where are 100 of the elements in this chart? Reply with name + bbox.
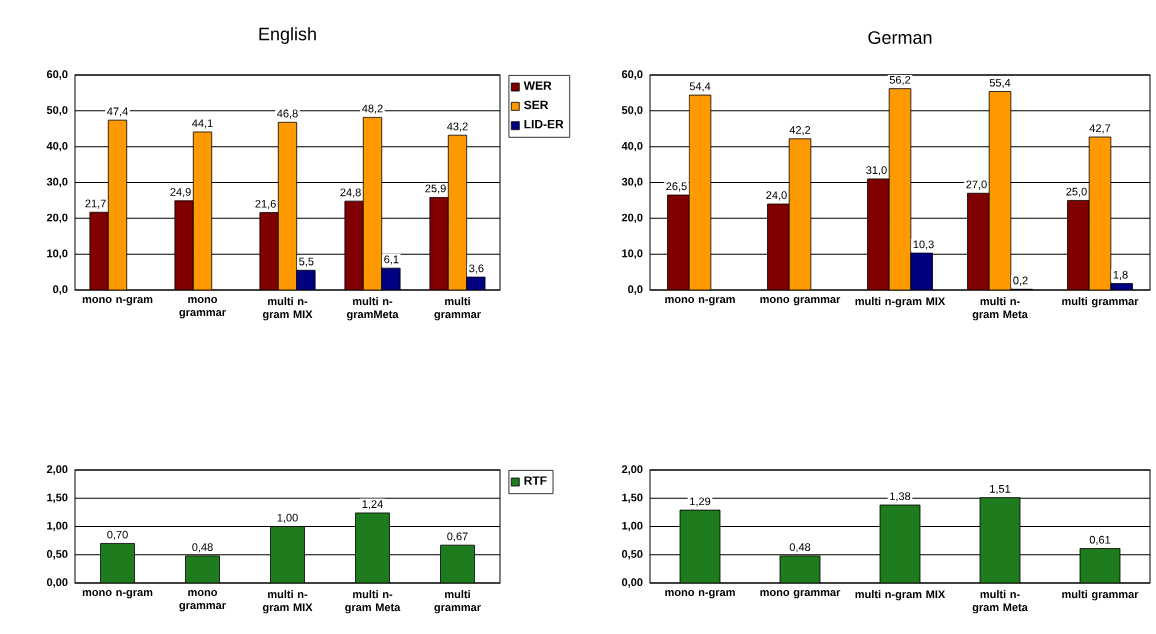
data-label: 1,24 (362, 500, 383, 510)
bar (270, 526, 305, 583)
y-tick-label: 20,0 (621, 213, 643, 224)
y-tick-label: 1,00 (47, 521, 68, 532)
legend-label: RTF (524, 476, 547, 485)
x-tick-label: multi grammar (434, 297, 481, 321)
x-tick-label: multi grammar (1062, 590, 1139, 601)
data-label: 27,0 (966, 180, 987, 190)
data-label: 6,1 (384, 255, 399, 265)
data-label: 42,7 (1089, 124, 1111, 134)
y-tick-label: 0,50 (621, 550, 643, 560)
data-label: 0,48 (192, 543, 213, 553)
y-tick-label: 2,00 (621, 465, 643, 475)
y-tick-label: 1,50 (622, 493, 643, 503)
data-label: 1,29 (690, 497, 711, 507)
data-label: 21,7 (85, 199, 106, 209)
bar (1067, 200, 1090, 290)
data-label: 21,6 (255, 199, 276, 210)
bar (100, 543, 135, 583)
bar (910, 252, 933, 290)
y-tick-label: 2,00 (46, 465, 68, 475)
x-tick-label: mono n-gram (665, 297, 735, 306)
legend-label: LID-ER (524, 120, 564, 129)
bar (667, 194, 690, 290)
y-tick-label: 30,0 (621, 177, 643, 188)
y-tick-label: 50,0 (621, 106, 643, 116)
data-label: 1,00 (277, 513, 298, 523)
x-tick-label: mono n-gram (665, 590, 735, 599)
data-label: 48,2 (362, 104, 383, 114)
x-tick-label: mono grammar (179, 590, 226, 612)
y-tick-label: 1,00 (622, 521, 643, 532)
y-tick-label: 40,0 (621, 141, 643, 152)
x-tick-label: mono grammar (760, 590, 841, 599)
data-label: 54,4 (689, 82, 711, 92)
data-label: 42,2 (789, 126, 811, 136)
bar (967, 192, 990, 290)
bar (355, 512, 390, 583)
bar (767, 203, 790, 290)
data-label: 10,3 (913, 240, 934, 250)
data-label: 26,5 (666, 182, 687, 192)
data-label: 0,61 (1089, 535, 1111, 545)
y-tick-label: 0,50 (46, 550, 68, 560)
bar (1079, 548, 1121, 583)
y-tick-label: 10,0 (622, 249, 643, 259)
data-label: 24,0 (766, 191, 787, 201)
x-tick-label: multi n-gram Meta (972, 297, 1028, 321)
x-tick-label: multi n-gram MIX (262, 297, 313, 321)
data-label: 55,4 (989, 78, 1011, 88)
y-tick-label: 30,0 (46, 177, 68, 188)
x-tick-label: multi n-gram Meta (972, 590, 1028, 614)
data-label: 31,0 (866, 166, 887, 176)
x-tick-label: mono n-gram (82, 297, 153, 306)
x-tick-label: multi n-gram MIX (855, 297, 946, 308)
chart-title: English (259, 27, 316, 44)
bar (440, 544, 475, 583)
bar (988, 91, 1012, 290)
bar (679, 509, 721, 583)
y-tick-label: 1,50 (47, 493, 68, 503)
bar (788, 138, 812, 290)
data-label: 24,9 (170, 188, 191, 198)
x-tick-label: multi grammar (434, 590, 481, 614)
data-label: 0,70 (107, 530, 128, 540)
y-tick-label: 40,0 (46, 141, 68, 152)
bar (879, 504, 921, 583)
y-tick-label: 10,0 (47, 249, 68, 259)
data-label: 0,48 (789, 543, 811, 553)
data-label: 5,5 (299, 257, 314, 267)
y-tick-label: 50,0 (46, 106, 68, 116)
data-label: 56,2 (889, 75, 911, 86)
data-label: 0,2 (1013, 276, 1028, 286)
data-label: 1,8 (1113, 270, 1128, 280)
x-tick-label: mono grammar (179, 297, 226, 319)
data-label: 1,38 (890, 492, 911, 502)
legend-label: SER (524, 100, 549, 110)
y-tick-label: 0,0 (628, 285, 643, 295)
data-label: 25,9 (425, 184, 446, 194)
x-tick-label: mono n-gram (82, 590, 153, 599)
y-tick-label: 0,00 (46, 578, 68, 588)
y-tick-label: 0,0 (53, 285, 68, 295)
data-label: 24,8 (340, 188, 361, 198)
data-label: 46,8 (277, 109, 298, 119)
data-label: 44,1 (192, 119, 213, 129)
data-label: 47,4 (107, 107, 128, 117)
chart-title: German (868, 31, 932, 44)
bar (867, 178, 890, 290)
y-tick-label: 60,0 (46, 70, 68, 80)
x-tick-label: multi n-gramMeta (346, 297, 399, 321)
bar (979, 497, 1021, 583)
x-tick-label: multi grammar (1062, 297, 1139, 308)
data-label: 0,67 (447, 532, 468, 542)
bar (1088, 136, 1112, 290)
x-tick-label: multi n-gram Meta (345, 590, 401, 614)
x-tick-label: multi n-gram MIX (855, 590, 946, 601)
y-tick-label: 20,0 (46, 213, 68, 224)
data-label: 1,51 (990, 485, 1011, 495)
data-label: 43,2 (447, 122, 468, 132)
bar (688, 94, 712, 290)
x-tick-label: multi n-gram MIX (262, 590, 313, 614)
data-label: 3,6 (469, 264, 484, 274)
data-label: 25,0 (1066, 187, 1087, 197)
